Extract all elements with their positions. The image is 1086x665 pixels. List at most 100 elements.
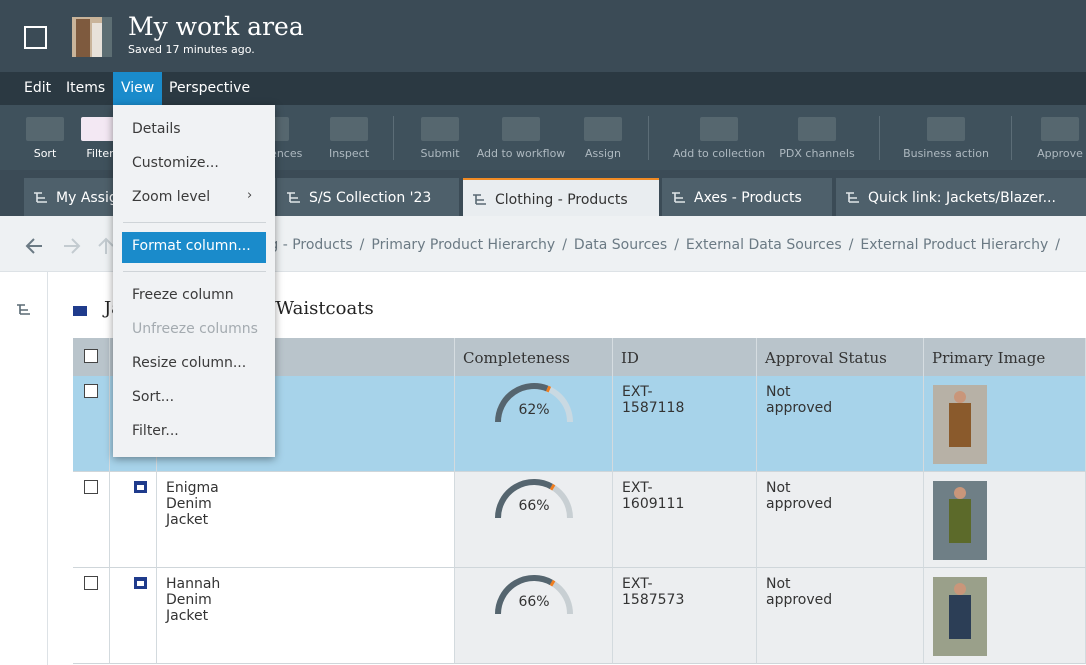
header: My work area Saved 17 minutes ago. xyxy=(0,0,1086,72)
breadcrumb-sep: / xyxy=(848,237,854,253)
column-header: Completeness xyxy=(455,338,613,376)
hierarchy-icon[interactable] xyxy=(16,302,32,318)
breadcrumb-item[interactable]: Data Sources xyxy=(573,237,668,253)
menu-item[interactable]: Items xyxy=(66,80,106,96)
menu-option[interactable]: Resize column... xyxy=(132,355,247,371)
toolbar-label: Submit xyxy=(420,147,460,160)
breadcrumb-sep: / xyxy=(562,237,567,253)
toolbar-button[interactable] xyxy=(421,117,459,141)
image-head xyxy=(954,487,966,499)
toolbar-button[interactable] xyxy=(502,117,540,141)
tab-icon xyxy=(473,194,486,205)
menu-option[interactable]: Freeze column xyxy=(132,287,234,303)
column-header: Primary Image xyxy=(924,338,1086,376)
toolbar-button[interactable] xyxy=(584,117,622,141)
menu-option[interactable]: Format column... xyxy=(132,238,251,254)
cell-bg xyxy=(455,376,613,472)
checkbox[interactable] xyxy=(84,384,98,398)
menu-highlight xyxy=(122,232,266,263)
cell-bg xyxy=(613,568,757,664)
tab-icon xyxy=(672,192,685,203)
toolbar-label: Filter xyxy=(86,147,114,160)
tab[interactable]: S/S Collection '23 xyxy=(277,178,459,216)
tab[interactable]: Clothing - Products xyxy=(463,178,659,216)
cell-bg xyxy=(757,376,924,472)
menu-option[interactable]: Customize... xyxy=(132,155,219,171)
menu-item[interactable]: View xyxy=(113,72,163,105)
menu-separator xyxy=(123,271,266,272)
breadcrumb-item[interactable]: External Product Hierarchy xyxy=(860,237,1049,253)
app-icon[interactable] xyxy=(24,26,47,49)
toolbar-separator xyxy=(1011,116,1012,160)
tab[interactable]: Quick link: Jackets/Blazer... xyxy=(836,178,1086,216)
checkbox[interactable] xyxy=(84,480,98,494)
subtitle: Saved 17 minutes ago. xyxy=(128,43,255,56)
gauge-marker xyxy=(549,579,556,587)
menu-option[interactable]: Details xyxy=(132,121,181,137)
product-image xyxy=(933,481,987,560)
product-name[interactable]: Enigma Denim Jacket xyxy=(166,480,219,528)
toolbar-button[interactable] xyxy=(700,117,738,141)
completeness-label: 62% xyxy=(518,402,550,418)
toolbar-label: Add to workflow xyxy=(476,147,566,160)
product-id: EXT-1609111 xyxy=(622,480,685,512)
approval-status: Not approved xyxy=(766,384,833,416)
breadcrumb-item[interactable]: External Data Sources xyxy=(685,237,842,253)
completeness-label: 66% xyxy=(518,594,550,610)
checkbox[interactable] xyxy=(84,576,98,590)
cell-bg xyxy=(455,472,613,568)
avatar xyxy=(72,17,112,57)
folder-icon xyxy=(73,306,87,316)
menu-item[interactable]: Edit xyxy=(24,80,52,96)
toolbar-separator xyxy=(879,116,880,160)
title: My work area xyxy=(128,12,304,41)
approval-status: Not approved xyxy=(766,480,833,512)
completeness-gauge xyxy=(495,575,573,615)
image-head xyxy=(954,391,966,403)
checkbox[interactable] xyxy=(84,349,98,363)
toolbar-button[interactable] xyxy=(927,117,965,141)
cell-bg xyxy=(613,376,757,472)
menu-separator xyxy=(123,222,266,223)
gauge-fill xyxy=(495,479,553,519)
menu-option[interactable]: Sort... xyxy=(132,389,175,405)
product-icon-inner xyxy=(137,581,144,586)
gauge-fill xyxy=(495,575,553,615)
tab[interactable]: Axes - Products xyxy=(662,178,832,216)
completeness-label: 66% xyxy=(518,498,550,514)
toolbar-button[interactable] xyxy=(1041,117,1079,141)
cell-bg xyxy=(613,472,757,568)
toolbar-label: Approve xyxy=(1037,147,1083,160)
cell-bg xyxy=(110,472,157,568)
menu-option[interactable]: Filter... xyxy=(132,423,179,439)
gauge-marker xyxy=(546,385,552,393)
cell-bg xyxy=(757,568,924,664)
toolbar-button[interactable] xyxy=(798,117,836,141)
product-name[interactable]: Hannah Denim Jacket xyxy=(166,576,221,624)
menu-item[interactable]: Perspective xyxy=(169,80,251,96)
column-header: Approval Status xyxy=(757,338,924,376)
nav-arrows[interactable] xyxy=(24,236,124,256)
completeness-gauge xyxy=(495,383,573,423)
tab-icon-shape xyxy=(473,194,486,205)
image-head xyxy=(954,583,966,595)
submenu-arrow: › xyxy=(247,188,253,203)
tab-icon xyxy=(34,192,47,203)
menu-option[interactable]: Zoom level xyxy=(132,189,211,205)
menubar xyxy=(0,72,1086,105)
image-figure xyxy=(949,595,971,639)
cell-bg xyxy=(157,472,455,568)
cell-bg xyxy=(757,472,924,568)
gauge-fill xyxy=(495,383,549,423)
cell-bg xyxy=(157,568,455,664)
toolbar-separator xyxy=(648,116,649,160)
toolbar-button[interactable] xyxy=(330,117,368,141)
breadcrumb-sep: / xyxy=(1055,237,1060,253)
product-image xyxy=(933,385,987,464)
toolbar-button[interactable] xyxy=(26,117,64,141)
breadcrumb-item[interactable]: Primary Product Hierarchy xyxy=(371,237,556,253)
toolbar-button[interactable] xyxy=(81,117,119,141)
product-icon xyxy=(134,481,147,493)
breadcrumb-sep: / xyxy=(674,237,679,253)
image-figure xyxy=(949,499,971,543)
